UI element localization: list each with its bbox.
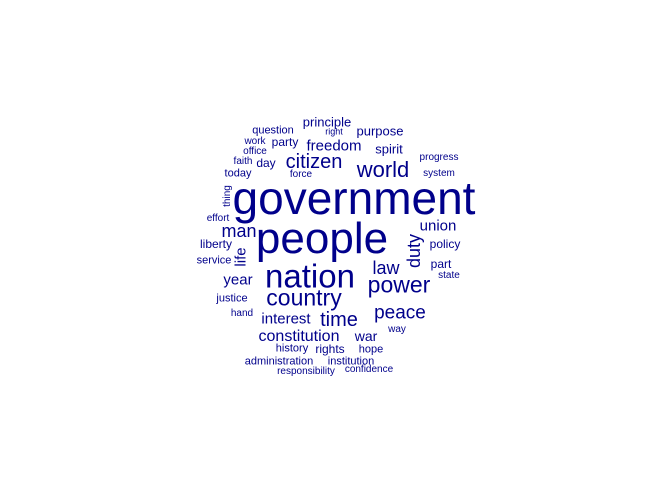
word-responsibility: responsibility [277, 366, 335, 377]
word-man: man [221, 221, 257, 241]
word-citizen: citizen [285, 151, 343, 173]
word-day: day [256, 156, 276, 170]
word-today: today [224, 167, 252, 180]
word-war: war [354, 328, 378, 344]
word-purpose: purpose [356, 123, 404, 139]
word-policy: policy [429, 237, 461, 251]
word-office: office [243, 146, 267, 157]
word-people: people [255, 214, 389, 263]
word-nation: nation [265, 257, 355, 295]
word-party: party [271, 135, 299, 149]
word-justice: justice [216, 292, 248, 305]
word-faith: faith [233, 156, 253, 167]
word-interest: interest [261, 310, 311, 328]
word-year: year [223, 271, 253, 289]
word-part: part [430, 257, 452, 271]
word-history: history [275, 342, 309, 355]
word-question: question [252, 124, 294, 137]
word-institution: institution [327, 355, 375, 368]
word-right: right [325, 126, 343, 137]
word-world: world [356, 157, 410, 182]
word-system: system [423, 168, 455, 179]
word-liberty: liberty [199, 237, 233, 251]
word-way: way [388, 324, 406, 335]
word-country: country [266, 284, 342, 311]
word-thing: thing [222, 185, 233, 207]
word-government: government [232, 172, 476, 224]
word-administration: administration [244, 355, 314, 368]
word-progress: progress [419, 152, 459, 163]
word-union: union [419, 217, 457, 235]
word-work: work [244, 136, 266, 147]
word-time: time [320, 309, 358, 331]
word-duty: duty [404, 233, 424, 269]
word-law: law [372, 258, 400, 278]
word-peace: peace [374, 302, 426, 324]
word-confidence: confidence [344, 364, 394, 375]
word-freedom: freedom [306, 137, 362, 155]
word-hand: hand [230, 308, 254, 319]
word-hope: hope [358, 343, 384, 356]
word-power: power [367, 271, 431, 298]
word-effort: effort [206, 213, 230, 224]
word-life: life [232, 247, 250, 267]
word-force: force [289, 169, 313, 180]
word-spirit: spirit [375, 141, 403, 157]
word-service: service [196, 254, 232, 267]
word-constitution: constitution [258, 328, 340, 345]
word-principle: principle [302, 114, 352, 130]
word-state: state [438, 270, 460, 281]
word-rights: rights [315, 342, 345, 356]
